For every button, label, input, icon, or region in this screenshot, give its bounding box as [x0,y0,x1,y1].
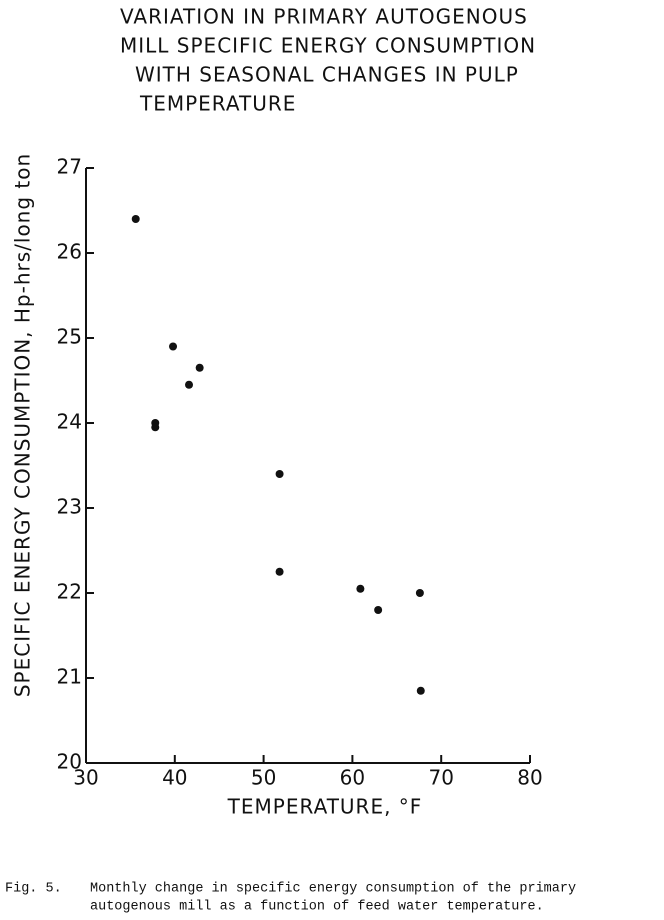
x-axis-label: TEMPERATURE, °F [227,795,423,819]
x-tick-label: 40 [162,766,187,790]
x-tick-label: 70 [428,766,453,790]
caption-label: Fig. 5. [5,882,62,897]
point [275,470,284,478]
y-tick-label: 27 [57,155,82,179]
y-tick-label: 25 [57,325,82,349]
point [151,423,160,432]
point [415,589,424,597]
point [195,363,204,372]
caption: autogenous mill as a function of feed wa… [90,900,544,915]
chart-title: TEMPERATURE [139,92,296,116]
point [275,567,284,576]
y-tick-label: 26 [57,240,82,264]
point [416,686,425,695]
point [169,342,178,351]
caption: Monthly change in specific energy consum… [90,882,576,897]
x-tick-label: 60 [340,766,365,790]
y-tick-label: 20 [57,750,82,774]
y-tick-label: 24 [57,410,82,434]
y-tick-label: 22 [57,580,82,604]
point [356,584,365,593]
y-tick-label: 21 [57,665,82,689]
x-tick-label: 80 [517,766,542,790]
x-tick-label: 30 [73,766,98,790]
point [374,606,383,614]
chart-title: VARIATION IN PRIMARY AUTOGENOUS [120,5,528,29]
y-axis-label: SPECIFIC ENERGY CONSUMPTION, Hp-hrs/long… [11,153,35,697]
point [131,215,140,223]
chart-title: WITH SEASONAL CHANGES IN PULP [135,63,519,87]
x-tick-label: 50 [251,766,276,790]
chart-title: MILL SPECIFIC ENERGY CONSUMPTION [120,34,536,58]
point [185,380,194,389]
y-tick-label: 23 [57,495,82,519]
